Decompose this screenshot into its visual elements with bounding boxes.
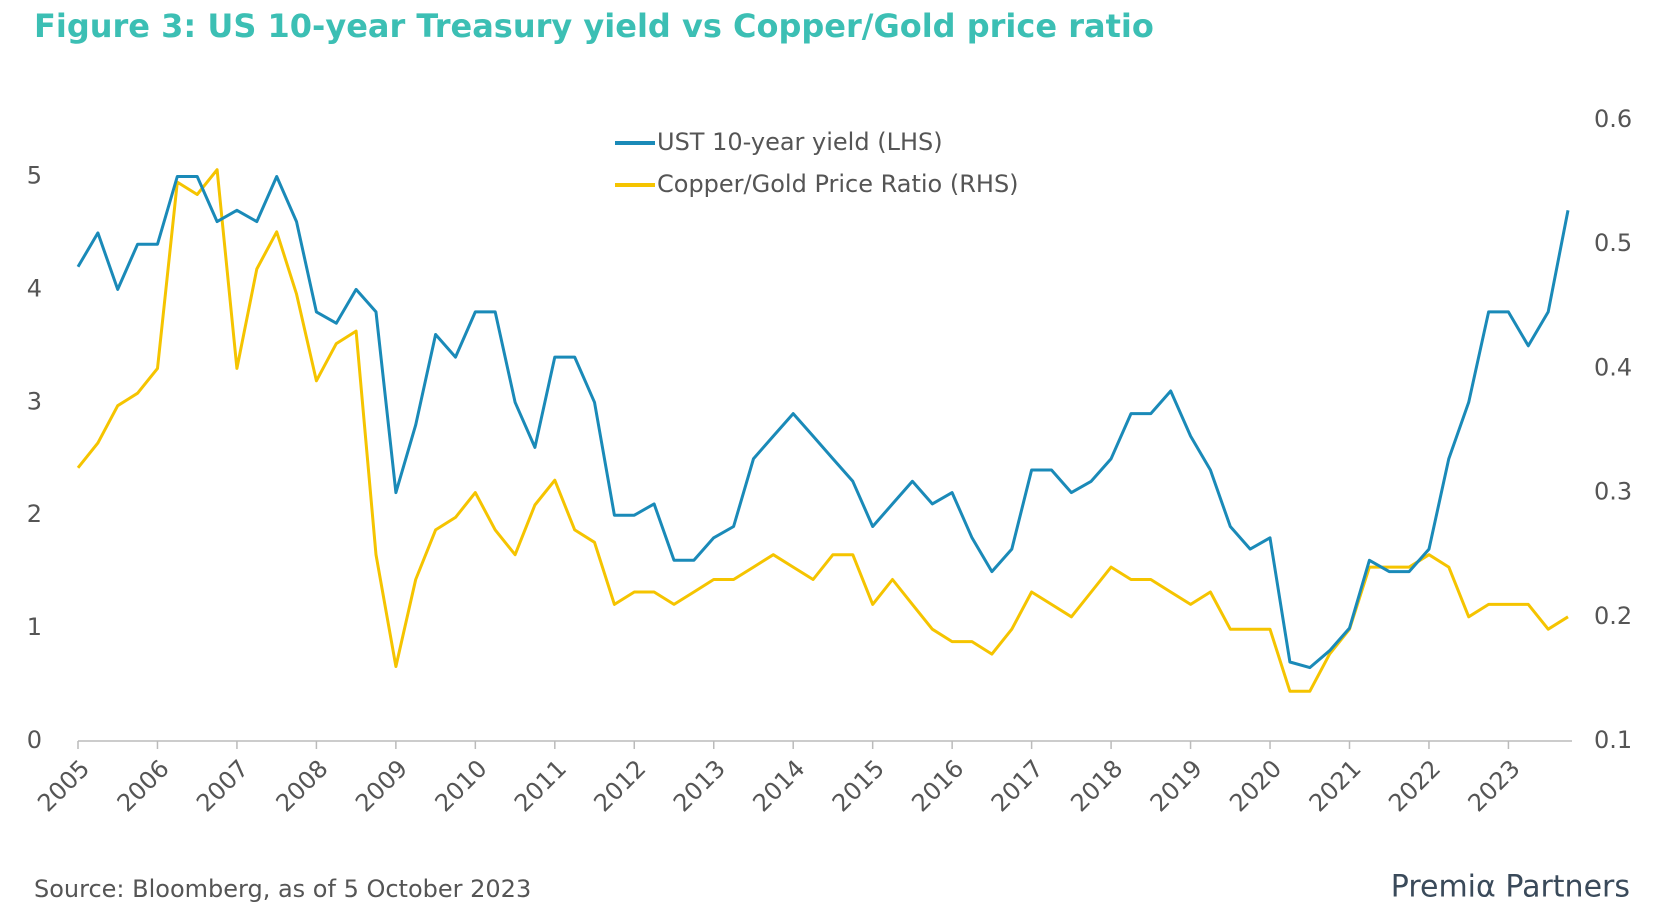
x-tick-label: 2014 (747, 754, 810, 817)
y2-tick-label: 0.6 (1594, 105, 1632, 133)
legend-label: UST 10-year yield (LHS) (657, 128, 943, 156)
y-tick-label: 5 (27, 161, 42, 189)
x-tick-label: 2011 (509, 754, 572, 817)
x-tick-label: 2022 (1383, 754, 1446, 817)
y2-tick-label: 0.2 (1594, 602, 1632, 630)
x-tick-label: 2008 (271, 754, 334, 817)
source: Source: Bloomberg, as of 5 October 2023 (34, 875, 531, 903)
x-tick-label: 2015 (827, 754, 890, 817)
y2-tick-label: 0.5 (1594, 229, 1632, 257)
x-tick-label: 2005 (32, 754, 95, 817)
logo: Premiα Partners (1391, 870, 1630, 905)
y-tick-label: 1 (27, 613, 42, 641)
x-tick-label: 2010 (430, 754, 493, 817)
chart-title: Figure 3: US 10-year Treasury yield vs C… (34, 7, 1154, 45)
y2-tick-label: 0.4 (1594, 353, 1632, 381)
x-tick-label: 2019 (1145, 754, 1208, 817)
x-tick-label: 2013 (668, 754, 731, 817)
series-line (76, 168, 1569, 693)
x-tick-label: 2006 (112, 754, 175, 817)
y-tick-label: 4 (27, 274, 42, 302)
y2-tick-label: 0.1 (1594, 726, 1632, 754)
y-tick-label: 2 (27, 500, 42, 528)
legend-label: Copper/Gold Price Ratio (RHS) (657, 170, 1019, 198)
x-tick-label: 2009 (350, 754, 413, 817)
y2-tick-label: 0.3 (1594, 478, 1632, 506)
x-tick-label: 2020 (1224, 754, 1287, 817)
x-tick-label: 2017 (986, 754, 1049, 817)
y-tick-label: 3 (27, 387, 42, 415)
x-tick-label: 2012 (588, 754, 651, 817)
x-tick-label: 2021 (1304, 754, 1367, 817)
x-tick-label: 2007 (191, 754, 254, 817)
series-line (76, 175, 1570, 670)
x-tick-label: 2018 (1065, 754, 1128, 817)
x-tick-label: 2023 (1463, 754, 1526, 817)
y-tick-label: 0 (27, 726, 42, 754)
x-tick-label: 2016 (906, 754, 969, 817)
